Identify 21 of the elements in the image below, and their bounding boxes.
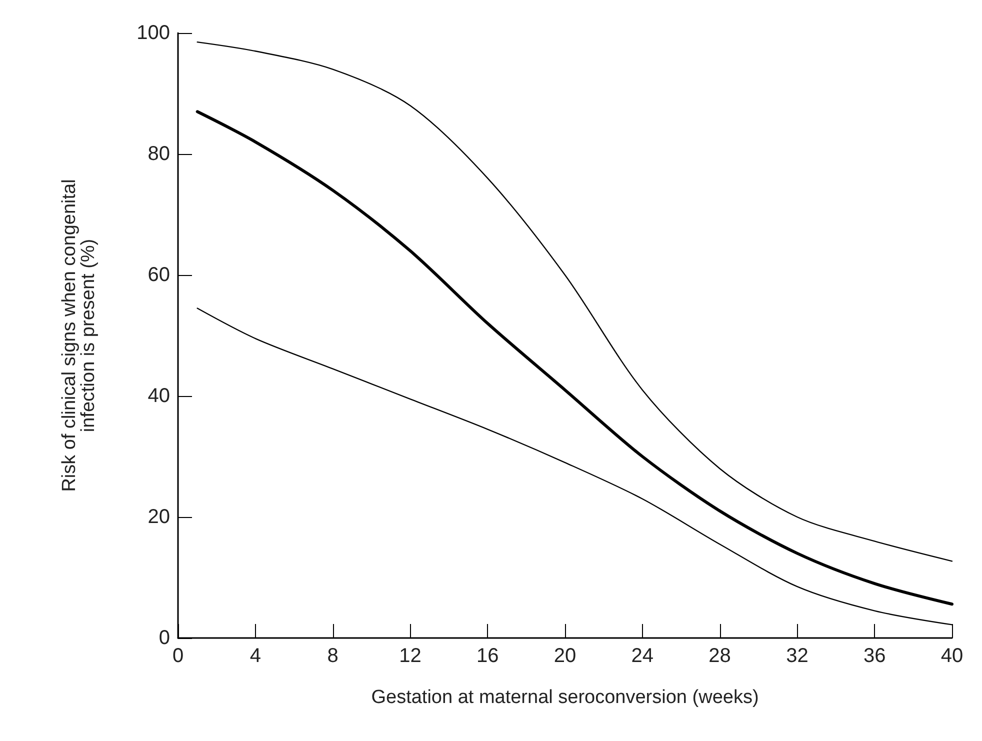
y-tick-label: 0 — [158, 627, 170, 649]
y-tick-label: 60 — [148, 264, 170, 286]
x-axis-title: Gestation at maternal seroconversion (weeks) — [371, 687, 759, 708]
y-tick-label: 20 — [148, 506, 170, 528]
y-tick-label: 40 — [148, 385, 170, 407]
x-tick-label: 32 — [786, 645, 808, 667]
x-tick-label: 28 — [708, 645, 731, 667]
x-tick-label: 24 — [631, 645, 654, 667]
y-axis-title: Risk of clinical signs when congenital infection is present (%) — [59, 179, 99, 492]
line-series — [196, 110, 954, 606]
y-tick-label: 80 — [148, 143, 170, 165]
x-tick-label: 4 — [250, 645, 261, 667]
x-tick-label: 16 — [476, 645, 499, 667]
x-tick-label: 40 — [940, 645, 964, 667]
line-series — [196, 41, 953, 562]
x-tick-label: 8 — [327, 645, 338, 667]
x-tick-label: 0 — [172, 645, 184, 667]
x-tick-label: 36 — [863, 645, 886, 667]
x-tick-label: 20 — [554, 645, 576, 667]
y-tick-label: 100 — [136, 22, 170, 44]
x-tick-label: 12 — [399, 645, 422, 667]
